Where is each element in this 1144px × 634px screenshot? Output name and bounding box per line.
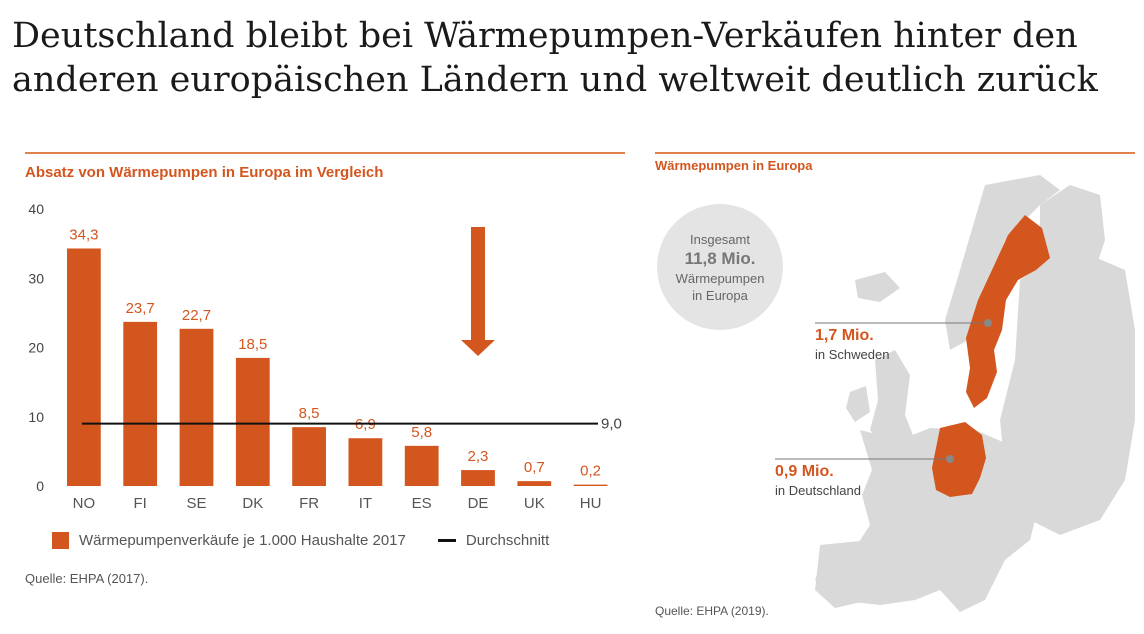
legend-line-swatch: [437, 539, 456, 542]
bubble-total: 11,8 Mio.: [684, 248, 756, 268]
bar-uk: [517, 481, 552, 486]
x-tick-label: DE: [468, 495, 489, 512]
x-tick-label: IT: [359, 495, 372, 512]
sweden-value: 1,7 Mio.: [815, 327, 874, 344]
bar-hu: [573, 484, 608, 486]
map-source: Quelle: EHPA (2019).: [655, 604, 769, 618]
highlight-arrow: [460, 227, 495, 356]
bar-fi: [123, 321, 158, 486]
map-title: Wärmepumpen in Europa: [655, 158, 813, 173]
map-land-ireland: [846, 386, 870, 422]
bubble-line3: in Europa: [692, 287, 748, 303]
bar-value-label: 22,7: [182, 307, 211, 324]
map-land-norway: [945, 175, 1060, 350]
x-tick-label: FR: [299, 495, 319, 512]
map-germany: [932, 422, 986, 497]
left-panel-rule: [25, 152, 625, 154]
bar-value-label: 18,5: [238, 336, 267, 353]
legend-bar-label: Wärmepumpenverkäufe je 1.000 Haushalte 2…: [79, 532, 406, 549]
x-tick-label: FI: [134, 495, 147, 512]
x-tick-label: DK: [242, 495, 263, 512]
germany-label: in Deutschland: [775, 483, 861, 498]
bar-se: [179, 328, 214, 486]
sweden-label: in Schweden: [815, 347, 890, 362]
bar-no: [67, 248, 101, 486]
legend-bar-swatch: [52, 532, 69, 549]
bar-value-label: 34,3: [69, 226, 98, 243]
average-value-label: 9,0: [601, 416, 622, 433]
total-bubble: Insgesamt 11,8 Mio. Wärmepumpen in Europ…: [657, 204, 783, 330]
bar-dk: [235, 357, 270, 486]
x-tick-label: UK: [524, 495, 545, 512]
x-tick-label: ES: [412, 495, 432, 512]
bar-de: [461, 470, 495, 486]
bar-value-label: 0,7: [524, 459, 545, 476]
map-land-east: [1000, 255, 1135, 535]
y-tick-label: 20: [28, 340, 44, 356]
bubble-line2: Wärmepumpen: [675, 270, 765, 286]
bar-value-label: 2,3: [468, 448, 489, 465]
x-tick-label: NO: [73, 495, 96, 512]
chart-source: Quelle: EHPA (2017).: [25, 571, 149, 586]
y-tick-label: 10: [28, 409, 44, 425]
bar-value-label: 23,7: [126, 300, 155, 317]
bar-es: [404, 445, 439, 486]
x-tick-label: SE: [186, 495, 206, 512]
bar-value-label: 0,2: [580, 463, 601, 480]
bubble-line1: Insgesamt: [690, 231, 750, 247]
bar-fr: [292, 427, 326, 486]
bar-value-label: 6,9: [355, 416, 376, 433]
right-panel-rule: [655, 152, 1135, 154]
bar-value-label: 5,8: [411, 424, 432, 441]
germany-value: 0,9 Mio.: [775, 463, 834, 480]
map-land-britain: [870, 350, 915, 448]
germany-marker: [946, 455, 954, 463]
headline: Deutschland bleibt bei Wärmepumpen-Verkä…: [12, 16, 1098, 100]
map-land-iceland: [855, 272, 900, 302]
map-land-finland: [1040, 185, 1105, 295]
bar-it: [348, 438, 383, 486]
chart-title: Absatz von Wärmepumpen in Europa im Verg…: [25, 164, 384, 181]
bar-value-label: 8,5: [299, 405, 320, 422]
y-tick-label: 0: [36, 478, 44, 494]
sweden-marker: [984, 319, 992, 327]
chart-legend: Wärmepumpenverkäufe je 1.000 Haushalte 2…: [52, 532, 549, 549]
y-tick-label: 40: [28, 201, 44, 217]
map-sweden: [966, 215, 1050, 408]
map-land-iberia: [815, 540, 880, 608]
x-tick-label: HU: [580, 495, 602, 512]
y-tick-label: 30: [28, 270, 44, 286]
legend-line-label: Durchschnitt: [465, 532, 550, 549]
